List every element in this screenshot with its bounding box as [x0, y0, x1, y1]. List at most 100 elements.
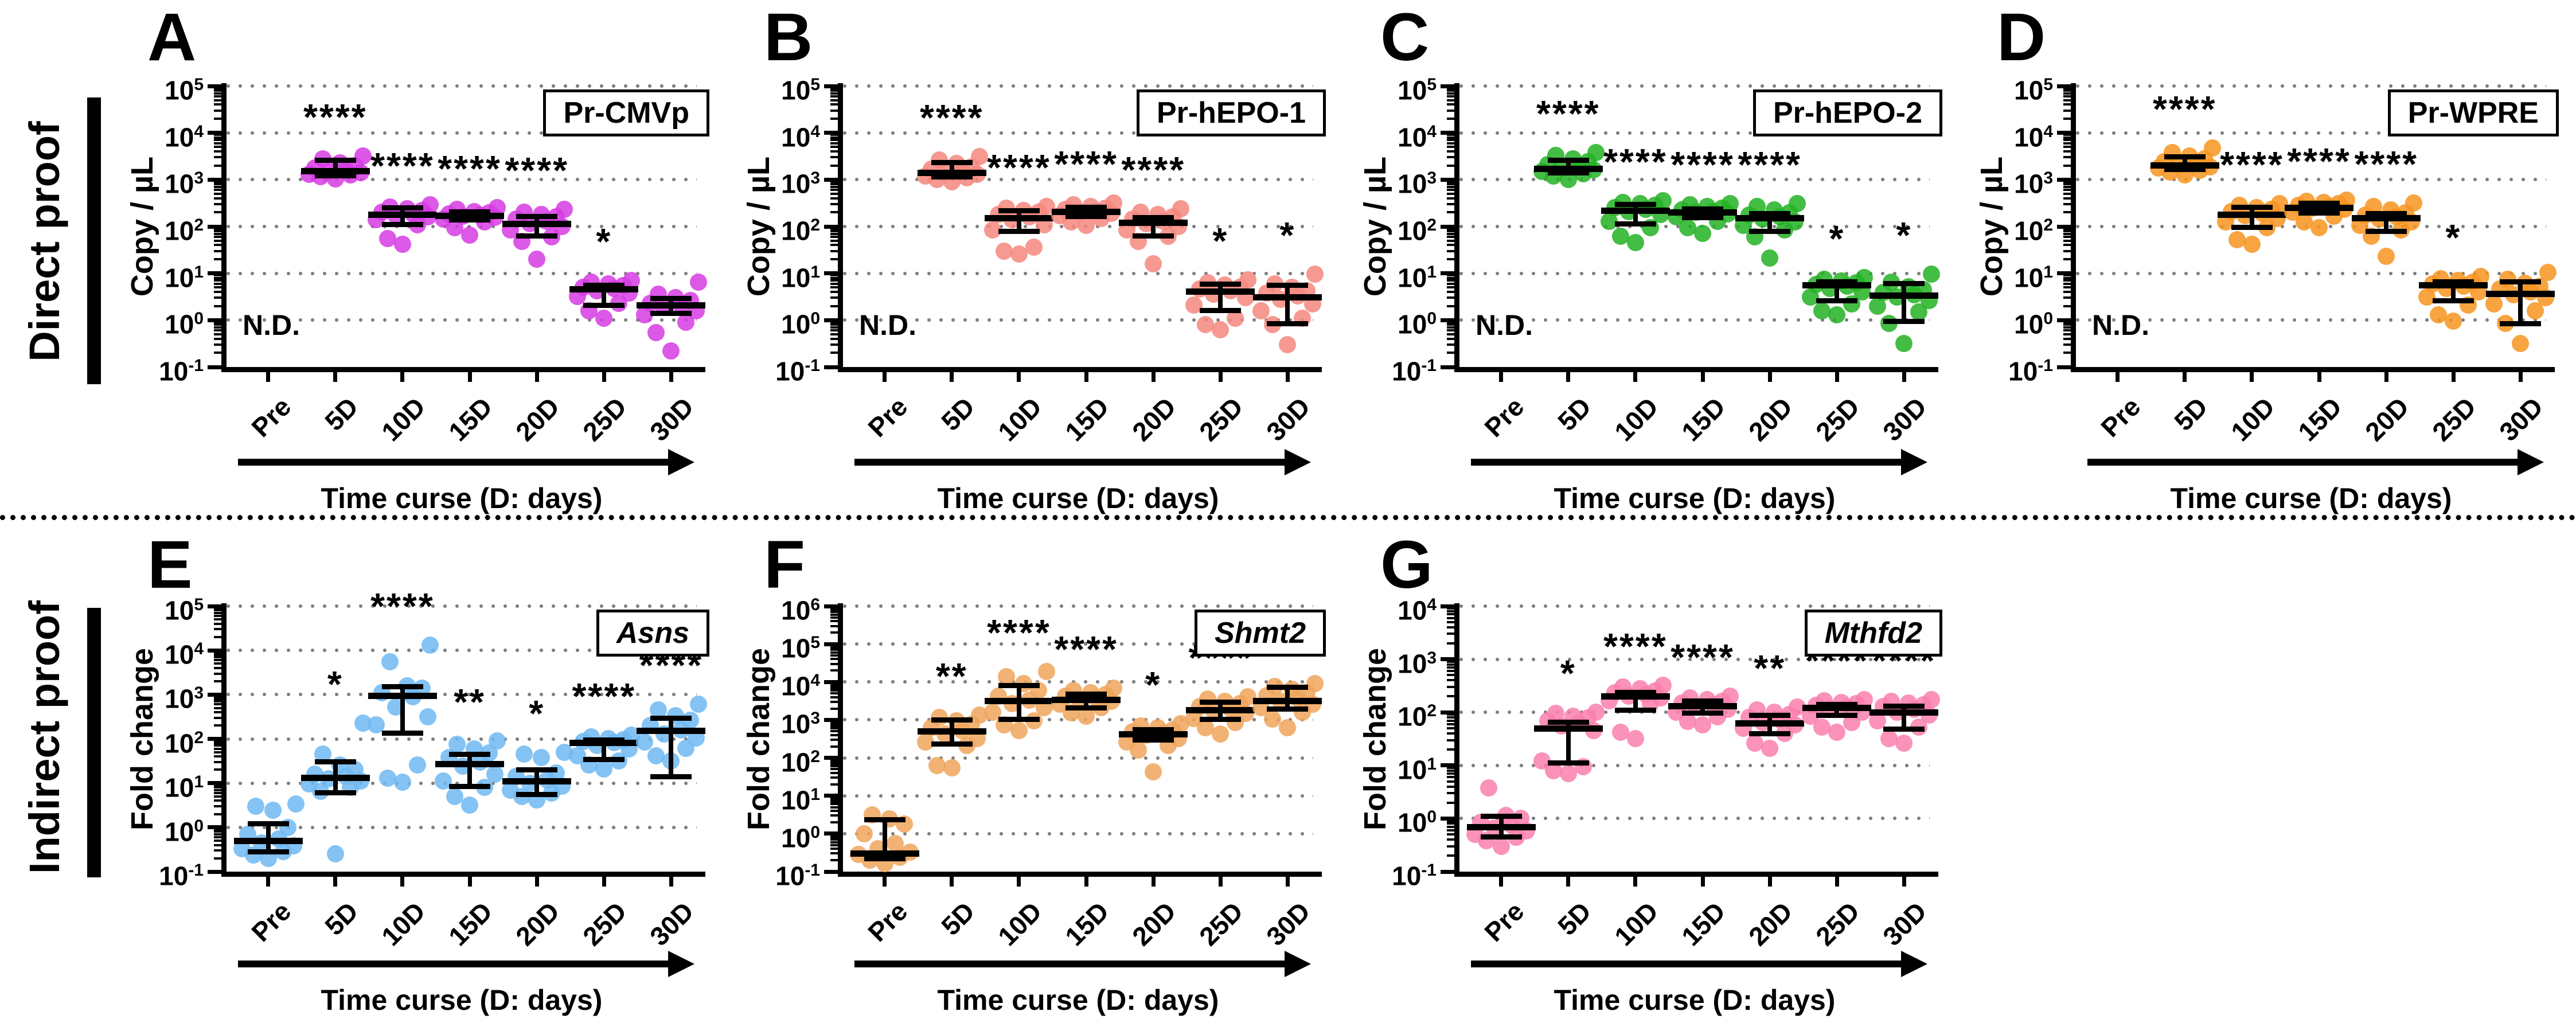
y-major-tick — [208, 604, 221, 608]
y-minor-tick — [2063, 323, 2071, 326]
y-minor-tick — [214, 244, 221, 247]
y-tick-label: 10-1 — [159, 861, 204, 891]
y-minor-tick — [2063, 337, 2071, 340]
gridline-decade — [843, 680, 1313, 684]
y-major-tick — [1441, 131, 1454, 135]
y-minor-tick — [214, 89, 221, 92]
x-axis-title: Time curse (D: days) — [937, 482, 1219, 514]
significance-stars: * — [1279, 214, 1296, 256]
y-minor-tick — [2063, 282, 2071, 285]
y-major-tick — [824, 717, 838, 722]
y-minor-tick — [2063, 352, 2071, 354]
y-minor-tick — [214, 197, 221, 200]
y-minor-tick — [214, 711, 221, 714]
y-major-tick — [208, 737, 221, 741]
median-bar — [435, 212, 505, 219]
data-point — [1828, 306, 1846, 324]
data-point — [886, 835, 904, 853]
data-point — [1145, 255, 1162, 272]
error-bar-cap-bottom — [1614, 707, 1656, 713]
data-point — [556, 200, 573, 218]
error-bar-cap-top — [1267, 685, 1309, 690]
y-minor-tick — [1447, 323, 1454, 326]
x-tick — [1285, 372, 1290, 382]
y-minor-tick — [214, 635, 221, 638]
error-bar-cap-top — [931, 160, 973, 166]
error-bar-cap-top — [1816, 279, 1858, 284]
x-tick — [266, 877, 271, 887]
y-minor-tick — [1447, 103, 1454, 106]
gridline-decade — [843, 271, 1313, 275]
y-minor-tick — [1447, 329, 1454, 332]
y-minor-tick — [214, 747, 221, 750]
x-axis-line — [221, 367, 705, 372]
y-major-tick — [824, 271, 838, 276]
y-minor-tick — [214, 323, 221, 326]
data-point — [1722, 194, 1739, 212]
median-bar — [1735, 215, 1805, 222]
y-minor-tick — [830, 203, 838, 206]
error-bar-cap-bottom — [1547, 760, 1589, 766]
error-bar-cap-top — [1883, 704, 1925, 709]
y-minor-tick — [2063, 192, 2071, 195]
error-bar-cap-bottom — [1133, 233, 1174, 239]
time-arrow-line — [238, 961, 668, 967]
error-bar-cap-top — [2433, 279, 2474, 284]
y-tick-label: 100 — [781, 822, 820, 853]
y-minor-tick — [830, 844, 838, 846]
error-bar-cap-top — [1816, 702, 1858, 708]
y-minor-tick — [830, 762, 838, 765]
y-minor-tick — [830, 258, 838, 261]
x-tick — [2116, 372, 2120, 382]
error-bar-cap-bottom — [583, 757, 625, 763]
error-bar-cap-bottom — [314, 790, 356, 796]
y-minor-tick — [1447, 236, 1454, 239]
median-bar — [1601, 207, 1670, 214]
significance-stars: **** — [1121, 149, 1185, 190]
y-major-tick — [208, 84, 221, 88]
y-minor-tick — [830, 733, 838, 736]
data-point — [1789, 194, 1806, 212]
y-minor-tick — [1447, 674, 1454, 677]
y-axis-line — [221, 603, 227, 877]
y-minor-tick — [214, 258, 221, 261]
x-tick — [2518, 372, 2523, 382]
y-minor-tick — [830, 296, 838, 299]
y-minor-tick — [214, 304, 221, 307]
y-tick-label: 10-1 — [775, 356, 820, 386]
y-minor-tick — [1447, 343, 1454, 346]
panel-title-box: Pr-hEPO-1 — [1136, 89, 1326, 136]
error-bar-cap-top — [650, 296, 692, 302]
y-minor-tick — [214, 185, 221, 188]
y-minor-tick — [214, 291, 221, 294]
error-bar-cap-top — [1682, 698, 1724, 704]
y-major-tick — [1441, 710, 1454, 715]
gridline-decade — [843, 831, 1313, 835]
median-bar — [984, 215, 1053, 222]
data-point — [1078, 708, 1095, 725]
error-bar-cap-top — [1480, 814, 1522, 819]
y-minor-tick — [1447, 620, 1454, 623]
y-tick-label: 10-1 — [2008, 356, 2053, 386]
y-minor-tick — [2063, 276, 2071, 279]
x-axis-title: Time curse (D: days) — [321, 482, 603, 514]
y-minor-tick — [214, 656, 221, 659]
y-tick-label: 104 — [165, 639, 204, 670]
error-bar-cap-top — [998, 208, 1040, 213]
y-minor-tick — [830, 146, 838, 149]
y-minor-tick — [1447, 197, 1454, 200]
y-minor-tick — [214, 333, 221, 335]
x-tick — [467, 372, 472, 382]
y-tick-label: 103 — [165, 684, 204, 714]
gridline-decade — [227, 131, 697, 135]
panel-title-box: Pr-hEPO-2 — [1753, 89, 1942, 136]
x-tick — [1566, 372, 1571, 382]
y-minor-tick — [214, 628, 221, 631]
y-minor-tick — [1447, 767, 1454, 770]
error-bar-cap-bottom — [1200, 308, 1242, 314]
y-minor-tick — [830, 722, 838, 725]
y-minor-tick — [214, 95, 221, 98]
y-tick-label: 10-1 — [159, 356, 204, 386]
time-arrow-line — [2087, 459, 2518, 466]
significance-stars: **** — [2287, 140, 2351, 182]
